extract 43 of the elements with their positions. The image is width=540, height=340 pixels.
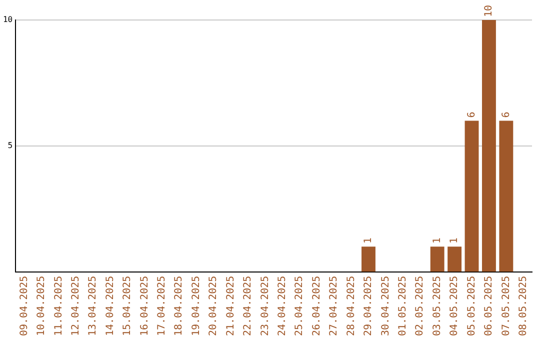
bar (430, 246, 444, 272)
x-tick-label: 30.04.2025 (380, 276, 392, 336)
x-tick-label: 10.04.2025 (36, 276, 48, 336)
x-tick-label: 23.04.2025 (260, 276, 271, 336)
data-label: 6 (466, 112, 478, 118)
bar (482, 20, 496, 272)
x-tick-label: 20.04.2025 (208, 276, 220, 336)
x-tick-label: 24.04.2025 (277, 276, 288, 336)
x-tick-label: 17.04.2025 (156, 276, 168, 336)
x-tick-label: 02.05.2025 (414, 276, 426, 336)
x-tick-label: 13.04.2025 (88, 276, 99, 336)
x-tick-label: 15.04.2025 (122, 276, 134, 336)
x-tick-label: 05.05.2025 (466, 276, 478, 336)
x-tick-label: 26.04.2025 (311, 276, 322, 336)
x-tick-label: 04.05.2025 (449, 276, 460, 336)
x-tick-label: 18.04.2025 (174, 276, 185, 336)
bar (448, 246, 462, 272)
x-tick-label: 03.05.2025 (432, 276, 443, 336)
x-tick-label: 06.05.2025 (484, 276, 495, 336)
bar (362, 246, 376, 272)
bar (464, 120, 479, 272)
x-tick-label: 27.04.2025 (328, 276, 340, 336)
x-tick-label: 28.04.2025 (346, 276, 357, 336)
x-tick-label: 29.04.2025 (363, 276, 374, 336)
data-label: 1 (363, 238, 374, 244)
x-tick-label: 09.04.2025 (18, 276, 30, 336)
x-tick-label: 11.04.2025 (53, 276, 64, 336)
x-tick-label: 22.04.2025 (242, 276, 254, 336)
x-tick-label: 16.04.2025 (139, 276, 150, 336)
x-tick-label: 12.04.2025 (70, 276, 82, 336)
x-tick-label: 08.05.2025 (518, 276, 529, 336)
x-tick-label: 01.05.2025 (398, 276, 408, 336)
bar (499, 120, 514, 272)
y-tick-label: 5 (8, 140, 13, 150)
x-tick-label: 07.05.2025 (500, 276, 512, 336)
x-tick-label: 19.04.2025 (190, 276, 202, 336)
data-label: 1 (432, 238, 443, 244)
x-tick-label: 14.04.2025 (104, 276, 116, 336)
x-tick-label: 21.04.2025 (225, 276, 236, 336)
x-tick-label: 25.04.2025 (294, 276, 306, 336)
data-label: 6 (500, 112, 512, 118)
data-label: 10 (484, 4, 495, 17)
data-label: 1 (449, 238, 460, 244)
